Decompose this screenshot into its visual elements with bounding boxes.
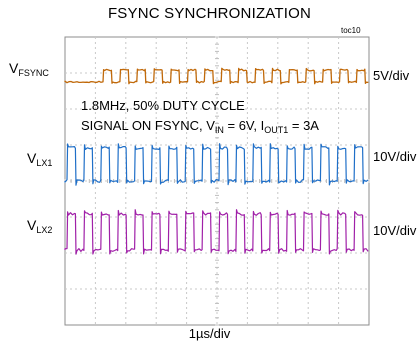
fsync-label-main: V (9, 60, 19, 76)
lx1-label: VLX1 (27, 150, 52, 168)
fsync-label-sub: FSYNC (18, 68, 49, 78)
annotation-line2-prefix: SIGNAL ON FSYNC, V (81, 118, 215, 133)
lx2-label-main: V (27, 217, 37, 233)
annotation-iout-sub: OUT1 (264, 125, 289, 135)
lx1-label-main: V (27, 150, 37, 166)
scope-traces (64, 67, 369, 255)
fsync-scale: 5V/div (373, 68, 410, 83)
trace-fsync (64, 67, 369, 85)
figure-tag: toc10 (341, 26, 361, 35)
lx2-scale: 10V/div (373, 223, 417, 238)
chart-annotation: 1.8MHz, 50% DUTY CYCLE SIGNAL ON FSYNC, … (81, 96, 319, 140)
lx2-label: VLX2 (27, 217, 52, 235)
fsync-label: VFSYNC (9, 60, 49, 78)
annotation-line1: 1.8MHz, 50% DUTY CYCLE (81, 98, 245, 113)
lx1-label-sub: LX1 (36, 158, 53, 168)
trace-lx2 (64, 209, 369, 255)
x-axis-label: 1µs/div (188, 326, 231, 341)
annotation-line2-suffix: = 3A (288, 118, 319, 133)
trace-lx1 (64, 143, 369, 186)
annotation-vin-sub: IN (214, 125, 224, 135)
annotation-line2-mid: = 6V, I (223, 118, 265, 133)
annotation-line2: SIGNAL ON FSYNC, VIN = 6V, IOUT1 = 3A (81, 116, 319, 140)
lx2-label-sub: LX2 (36, 225, 53, 235)
chart-title: FSYNC SYNCHRONIZATION (107, 5, 312, 22)
lx1-scale: 10V/div (373, 149, 417, 164)
